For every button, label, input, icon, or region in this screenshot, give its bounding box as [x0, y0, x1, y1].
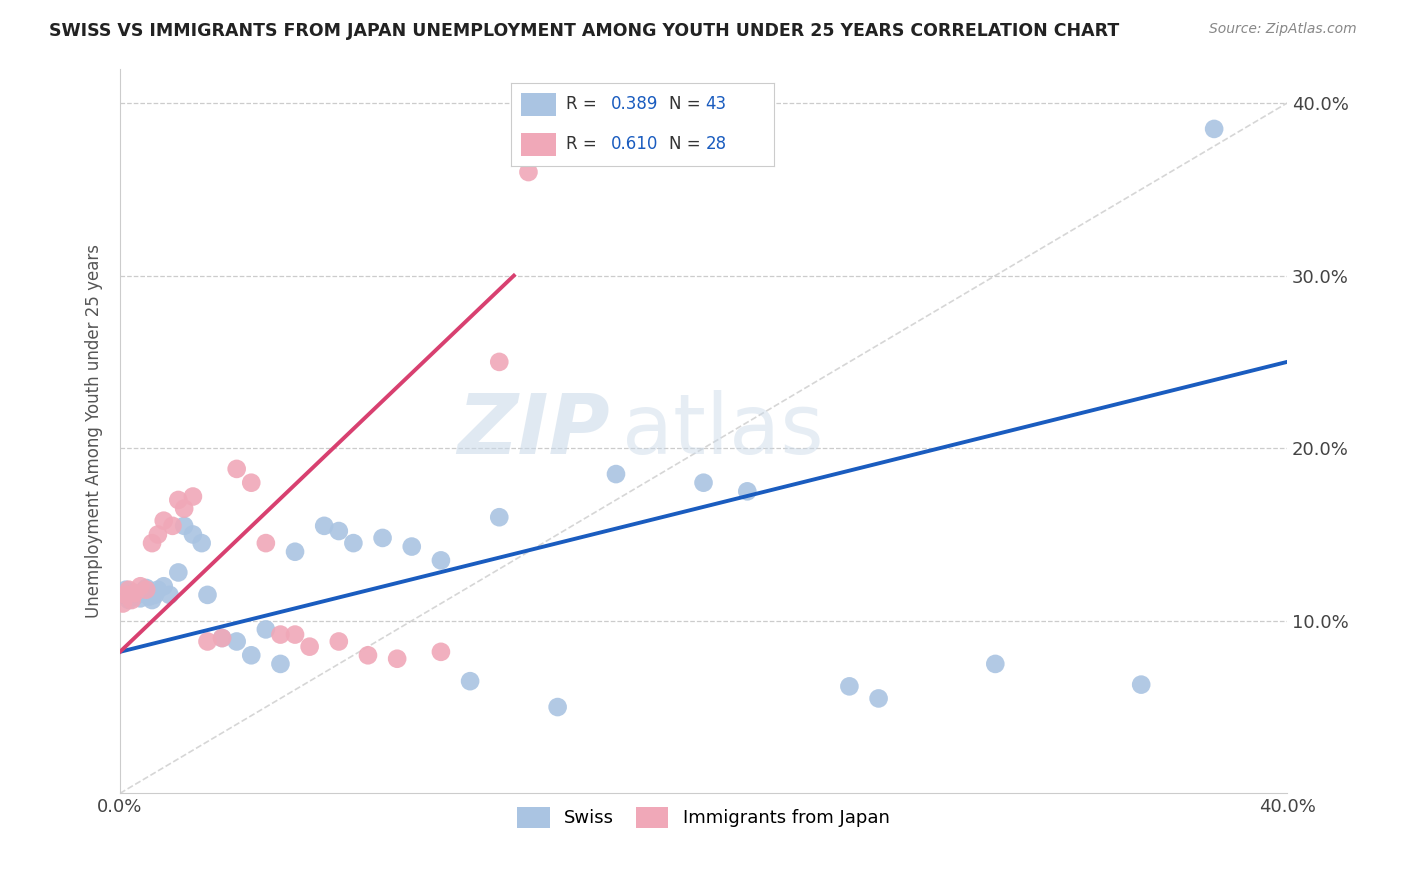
Point	[838, 679, 860, 693]
Point	[1130, 678, 1153, 692]
Point	[984, 657, 1007, 671]
Point	[254, 623, 277, 637]
Point	[197, 588, 219, 602]
Point	[197, 634, 219, 648]
Point	[141, 536, 163, 550]
Point	[342, 536, 364, 550]
Point	[129, 591, 152, 606]
Point	[135, 581, 157, 595]
Point	[167, 492, 190, 507]
Point	[430, 553, 453, 567]
Point	[314, 519, 336, 533]
Point	[240, 475, 263, 490]
Point	[152, 579, 174, 593]
Point	[121, 588, 143, 602]
Point	[152, 514, 174, 528]
Point	[167, 566, 190, 580]
Point	[269, 657, 291, 671]
Text: atlas: atlas	[621, 391, 824, 472]
Point	[211, 631, 233, 645]
Point	[458, 674, 481, 689]
Point	[111, 588, 134, 602]
Point	[488, 355, 510, 369]
Point	[135, 582, 157, 597]
Point	[129, 579, 152, 593]
Point	[328, 634, 350, 648]
Point	[284, 545, 307, 559]
Point	[211, 631, 233, 645]
Point	[737, 484, 759, 499]
Point	[162, 519, 184, 533]
Point	[298, 640, 321, 654]
Point	[284, 627, 307, 641]
Point	[430, 645, 453, 659]
Point	[328, 524, 350, 538]
Point	[173, 519, 195, 533]
Point	[225, 462, 247, 476]
Point	[114, 582, 136, 597]
Point	[124, 586, 146, 600]
Point	[141, 593, 163, 607]
Point	[143, 588, 166, 602]
Y-axis label: Unemployment Among Youth under 25 years: Unemployment Among Youth under 25 years	[86, 244, 103, 618]
Point	[181, 490, 204, 504]
Point	[547, 700, 569, 714]
Point	[118, 582, 141, 597]
Point	[121, 593, 143, 607]
Point	[190, 536, 212, 550]
Text: Source: ZipAtlas.com: Source: ZipAtlas.com	[1209, 22, 1357, 37]
Point	[138, 590, 160, 604]
Point	[225, 634, 247, 648]
Point	[146, 582, 169, 597]
Point	[159, 588, 181, 602]
Point	[517, 165, 540, 179]
Point	[357, 648, 380, 663]
Point	[114, 588, 136, 602]
Text: SWISS VS IMMIGRANTS FROM JAPAN UNEMPLOYMENT AMONG YOUTH UNDER 25 YEARS CORRELATI: SWISS VS IMMIGRANTS FROM JAPAN UNEMPLOYM…	[49, 22, 1119, 40]
Point	[254, 536, 277, 550]
Point	[868, 691, 890, 706]
Point	[181, 527, 204, 541]
Point	[269, 627, 291, 641]
Point	[371, 531, 394, 545]
Point	[605, 467, 627, 481]
Point	[173, 501, 195, 516]
Point	[132, 584, 155, 599]
Point	[692, 475, 714, 490]
Point	[124, 590, 146, 604]
Point	[488, 510, 510, 524]
Point	[111, 597, 134, 611]
Point	[127, 586, 149, 600]
Point	[1204, 122, 1226, 136]
Legend: Swiss, Immigrants from Japan: Swiss, Immigrants from Japan	[510, 800, 897, 835]
Text: ZIP: ZIP	[457, 391, 610, 472]
Point	[401, 540, 423, 554]
Point	[146, 527, 169, 541]
Point	[118, 593, 141, 607]
Point	[240, 648, 263, 663]
Point	[385, 651, 408, 665]
